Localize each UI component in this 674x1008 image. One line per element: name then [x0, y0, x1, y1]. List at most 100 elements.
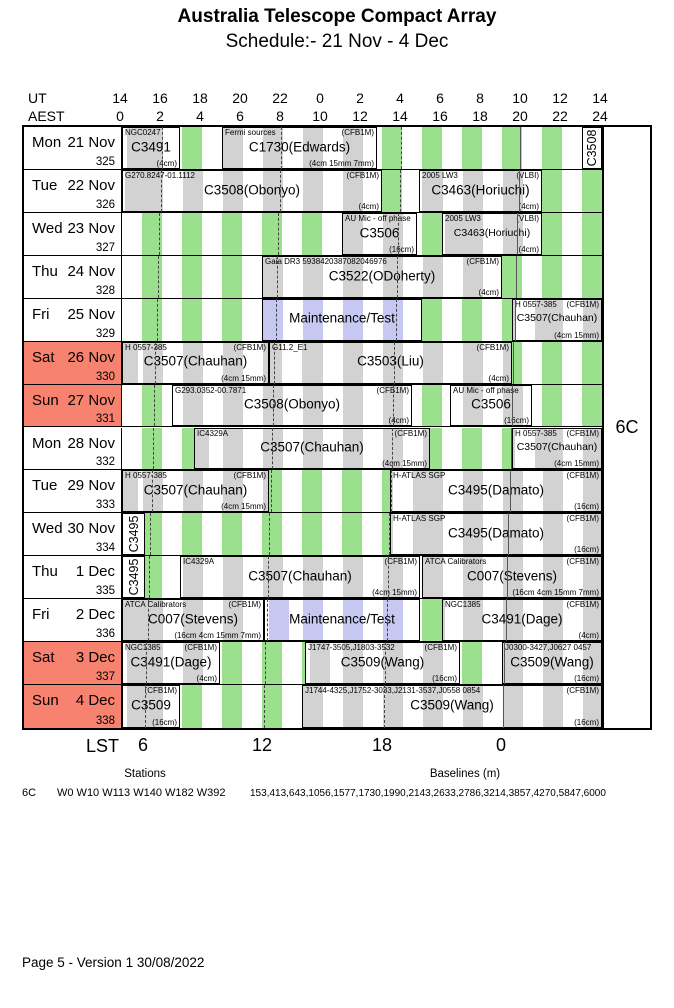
lst-zero-line [509, 470, 511, 513]
lst-tick: 6 [137, 735, 148, 755]
block-bands-label: (4cm 15mm) [372, 588, 417, 598]
schedule-strip: G270.8247-01.1112 (CFB1M) C3508(Obonyo) (4c… [122, 169, 602, 212]
day-date: 4 Dec [75, 692, 115, 710]
day-name: Sun [32, 391, 59, 409]
day-of-year: 325 [95, 155, 115, 168]
schedule-block-vertical: C3495 [122, 513, 145, 556]
day-name: Wed [32, 219, 63, 237]
block-bands-label: (16cm) [574, 717, 599, 727]
day-label: Wed 23 Nov [32, 220, 115, 237]
block-source-label: H-ATLAS SGP [393, 471, 446, 481]
lst-zero-line [506, 556, 508, 599]
block-bands-label: (4cm) [518, 201, 539, 211]
day-of-year: 335 [95, 585, 115, 598]
lst-hour-line [147, 599, 149, 642]
block-project-label: C3509(Wang) [410, 697, 494, 713]
block-backend-label: (CFB1M) [184, 643, 217, 653]
block-project-label: C3507(Chauhan) [143, 353, 248, 369]
day-of-year: 338 [95, 714, 115, 727]
block-bands-label: (16cm 4cm 15mm 7mm) [174, 631, 261, 641]
block-project-label: C3508(Obonyo) [243, 396, 341, 412]
lst-hour-line [162, 127, 164, 169]
lst-zero-line [516, 255, 518, 298]
day-date: 25 Nov [67, 305, 115, 323]
array-config-label: 6C [602, 127, 650, 728]
block-project-label: C3508 [585, 129, 599, 167]
aest-axis-label: AEST [28, 108, 65, 124]
block-bands-label: (16cm) [504, 416, 529, 426]
block-source-label: AU Mic - off phase [345, 213, 411, 223]
schedule-block-project: H 0557-385 (CFB1M) C3507(Chauhan) (4cm 15mm… [122, 341, 269, 384]
block-backend-label: (CFB1M) [341, 128, 374, 137]
block-backend-label: (CFB1M) [233, 342, 266, 352]
block-backend-label: (CFB1M) [566, 428, 599, 438]
day-name: Thu [32, 262, 58, 280]
lst-hour-line [397, 255, 399, 298]
schedule-row: Sat 3 Dec 337 NGC1385 (CFB1M) C3491(Dage) (4cm… [24, 642, 602, 686]
lst-hour-line [145, 685, 146, 728]
block-backend-label: (CFB1M) [384, 557, 417, 567]
lst-hour-line [265, 642, 267, 685]
day-cell: Sat 3 Dec 337 [24, 642, 122, 685]
day-label: Sat 3 Dec [32, 649, 115, 666]
day-of-year: 330 [95, 370, 115, 383]
lst-hour-line [155, 341, 157, 384]
block-project-label: C3491(Dage) [130, 654, 212, 670]
day-date: 23 Nov [67, 219, 115, 237]
block-project-label: Maintenance/Test [289, 611, 395, 627]
schedule-block-project: H-ATLAS SGP (CFB1M) C3495(Damato) (16cm) [390, 470, 602, 513]
lst-zero-line [514, 298, 516, 341]
lst-hour-line [152, 427, 154, 470]
day-of-year: 333 [95, 499, 115, 512]
baselines-header: Baselines (m) [429, 768, 501, 780]
block-project-label: C3509 [131, 697, 171, 713]
block-project-label: C3506 [359, 225, 400, 241]
lst-hour-line [398, 212, 400, 255]
block-project-label: C3508(Obonyo) [203, 182, 301, 198]
block-project-label: C3491 [131, 139, 171, 155]
block-project-label: C3506 [471, 396, 511, 412]
ut-tick: 12 [552, 90, 568, 106]
schedule-strip: NGC1385 (CFB1M) C3491(Dage) (4cm) J1747-3505… [122, 642, 602, 685]
schedule-block-project: J0300-3427,J0627 0457 C3509(Wang) (16cm) [502, 642, 602, 685]
block-source-label: Gaia DR3 5938420387082046976 [265, 256, 387, 266]
schedule-block-project: H 0557-385 (CFB1M) C3507(Chauhan) (4cm 15mm… [122, 470, 269, 513]
day-date: 22 Nov [67, 176, 115, 194]
block-source-label: H 0557-385 [515, 299, 557, 309]
schedule-strip: AU Mic - off phase C3506 (16cm) 2005 LW3 (VL… [122, 212, 602, 255]
lst-hour-line [389, 513, 391, 556]
ut-axis-label: UT [28, 90, 47, 106]
day-cell: Thu 1 Dec 335 [24, 556, 122, 599]
block-bands-label: (16cm 4cm 15mm 7mm) [512, 588, 599, 598]
day-name: Mon [32, 134, 62, 151]
schedule-row: Tue 22 Nov 326 G270.8247-01.1112 (CFB1M) C350… [24, 169, 602, 213]
baselines-list: 153,413,643,1056,1577,1730,1990,2143,263… [250, 788, 606, 799]
day-of-year: 327 [95, 241, 115, 254]
aest-tick: 2 [156, 108, 164, 124]
block-project-label: C3495(Damato) [447, 525, 545, 541]
block-source-label: H 0557-385 [515, 428, 557, 438]
block-bands-label: (4cm) [196, 674, 217, 684]
ut-tick: 14 [592, 90, 608, 106]
ut-tick: 0 [316, 90, 324, 106]
lst-hour-line [271, 427, 273, 470]
day-label: Thu 24 Nov [32, 263, 115, 280]
aest-tick: 20 [512, 108, 528, 124]
day-date: 24 Nov [67, 262, 115, 280]
block-project-label: C3507(Chauhan) [248, 568, 352, 584]
schedule-block-project: G11.2_E1 (CFB1M) C3503(Liu) (4cm) [269, 341, 512, 384]
day-name: Tue [32, 176, 58, 194]
ut-tick: 14 [112, 90, 128, 106]
block-bands-label: (4cm) [488, 373, 509, 383]
schedule-block-project: NGC1385 (CFB1M) C3491(Dage) (4cm) [442, 599, 602, 642]
block-project-label: C3509(Wang) [510, 654, 594, 670]
lst-hour-line [385, 642, 387, 685]
block-project-label: Maintenance/Test [289, 310, 395, 326]
block-bands-label: (16cm) [389, 244, 414, 254]
block-project-label: C1730(Edwards) [248, 139, 351, 155]
day-label: Sat 26 Nov [32, 349, 115, 366]
lst-zero-line [508, 513, 510, 556]
day-date: 27 Nov [67, 391, 115, 409]
block-bands-label: (4cm 15mm) [382, 459, 427, 469]
day-name: Sat [32, 649, 55, 667]
